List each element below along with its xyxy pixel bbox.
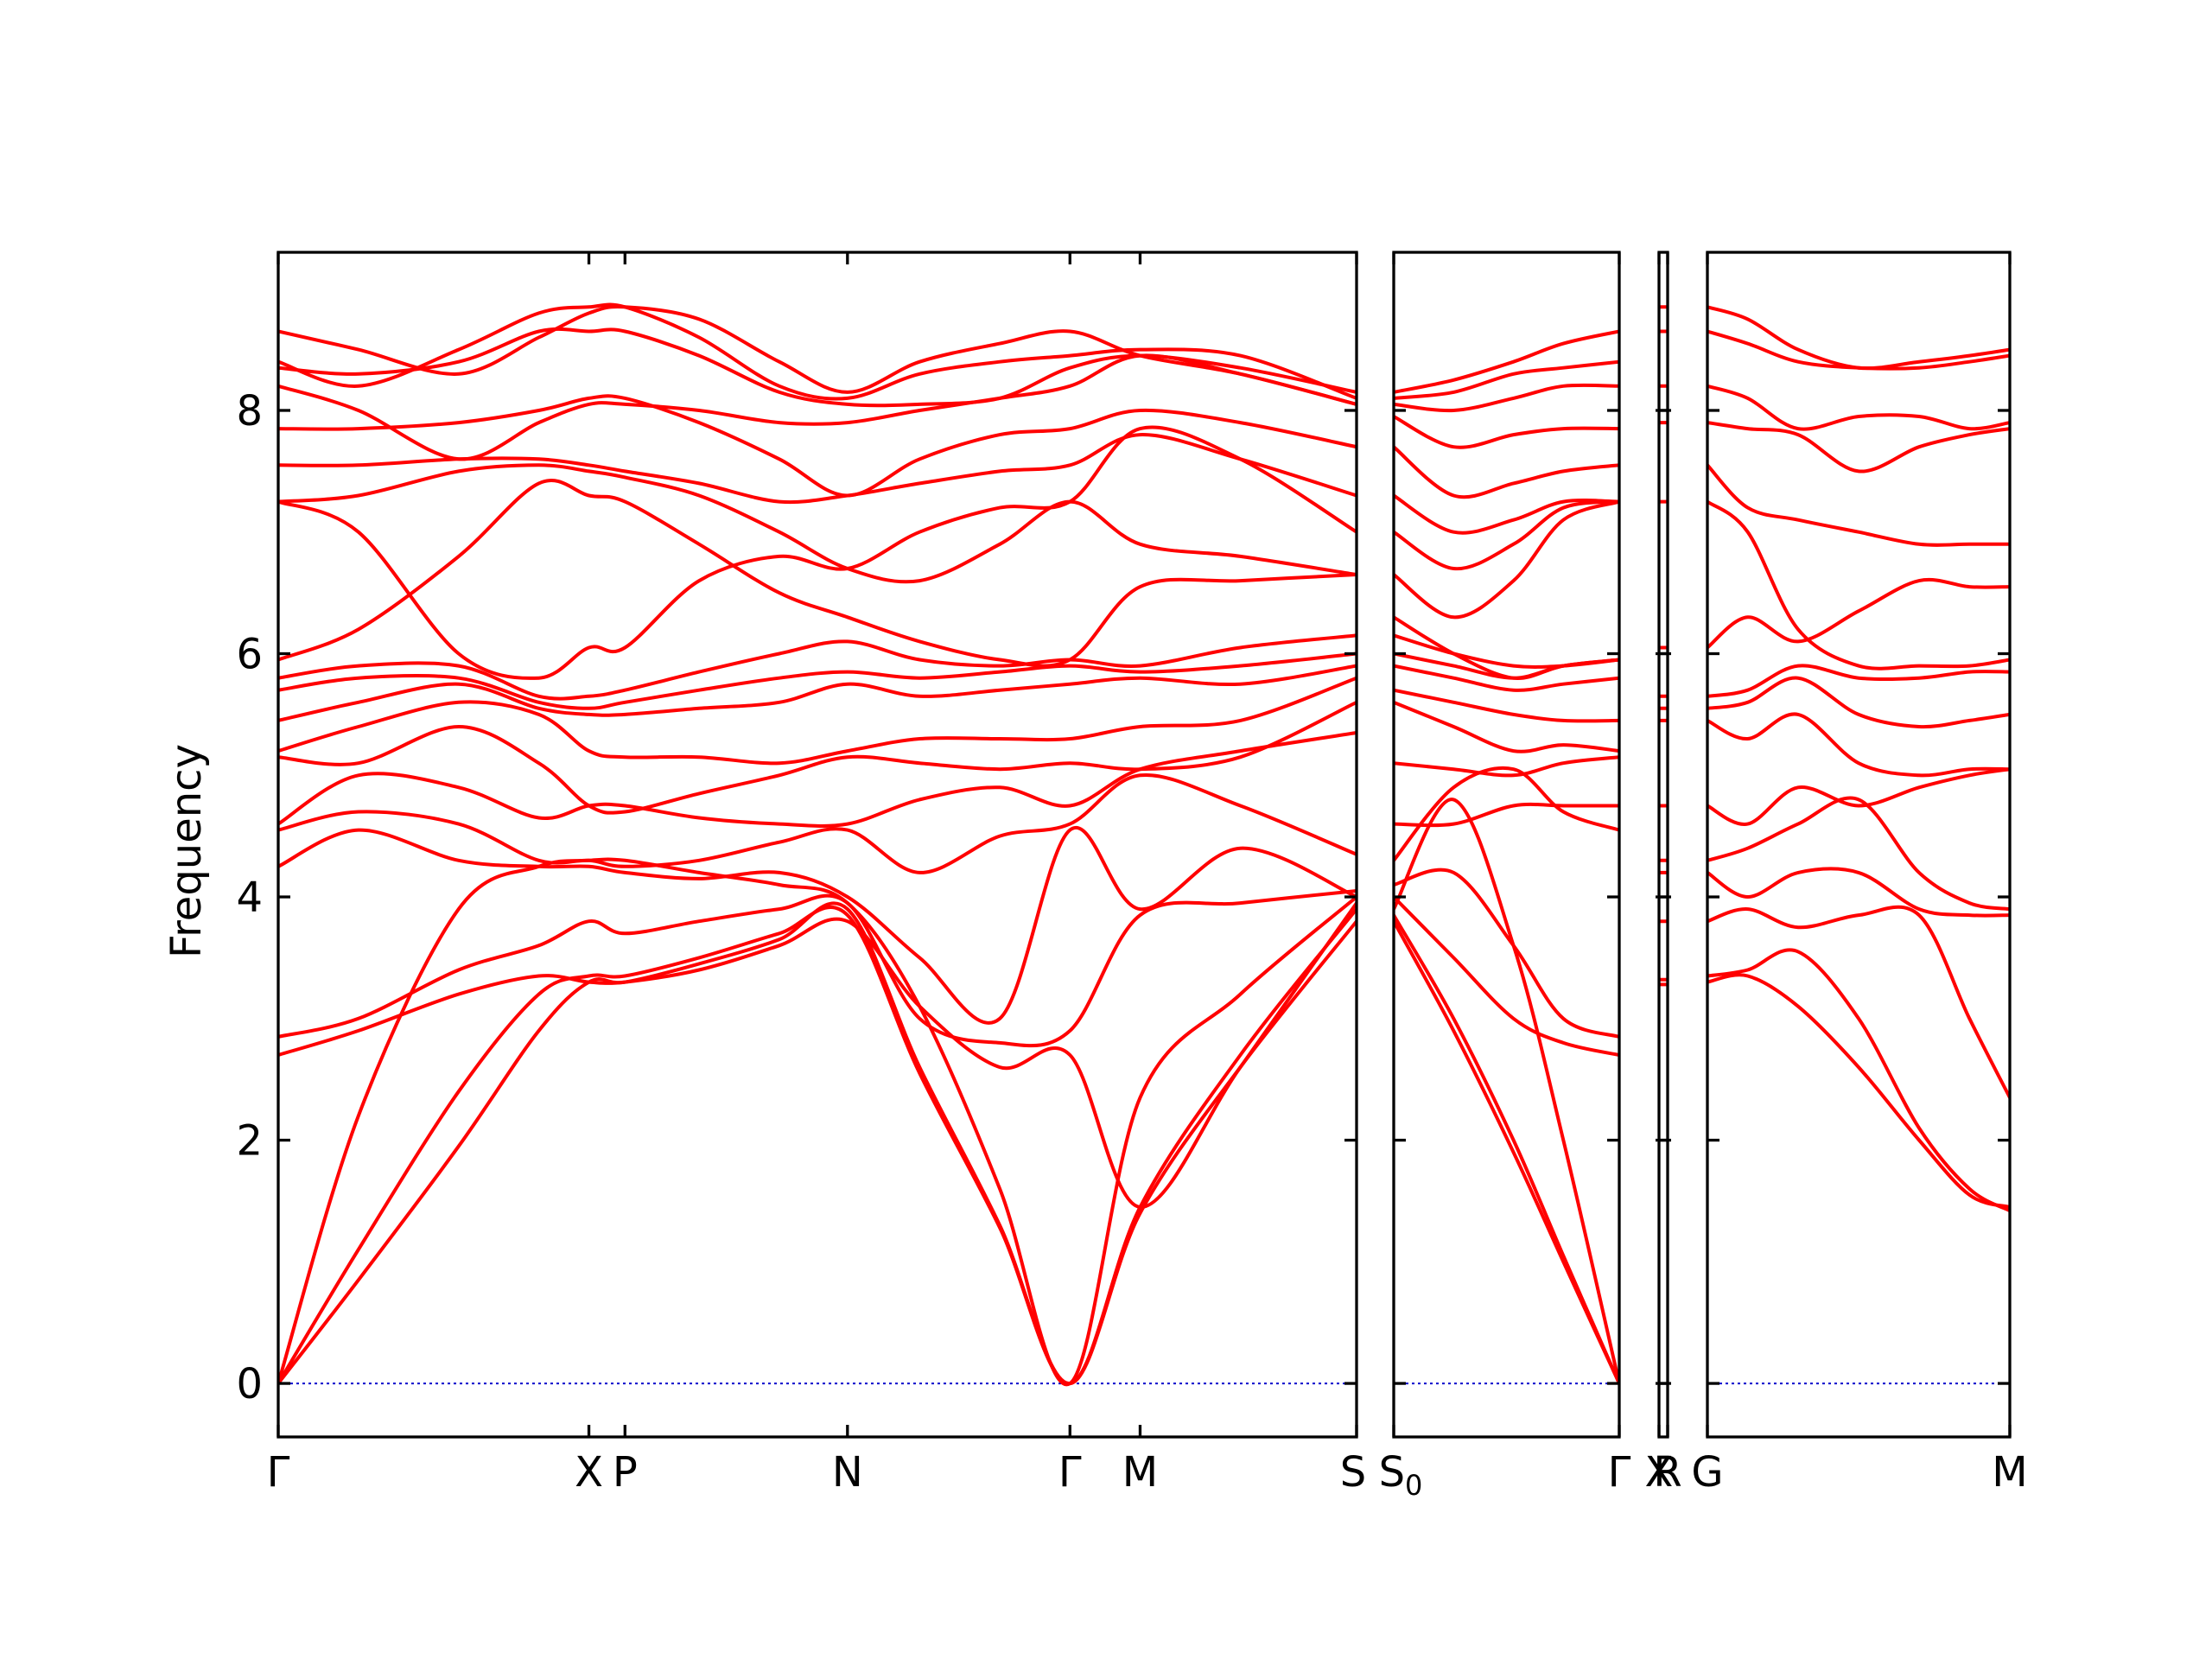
k-point-label: R <box>1653 1448 1681 1497</box>
band-10 <box>1394 688 1619 723</box>
band-12 <box>278 652 1357 710</box>
band-2 <box>1394 913 1619 1386</box>
band-18 <box>278 394 1357 498</box>
band-8 <box>1707 676 2010 729</box>
band-6 <box>1707 767 2010 826</box>
band-1 <box>1394 919 1619 1386</box>
band-15 <box>1394 499 1619 620</box>
band-2 <box>1707 948 2010 1213</box>
k-point-label: X <box>575 1448 603 1497</box>
band-4 <box>1707 867 2010 918</box>
band-13 <box>1707 421 2010 474</box>
k-point-label: Γ <box>1058 1448 1082 1497</box>
band-3 <box>1394 798 1619 1386</box>
y-tick-label: 6 <box>236 631 263 679</box>
band-group <box>1707 305 2010 1213</box>
band-17 <box>278 433 1357 505</box>
k-point-label: X <box>1645 1448 1674 1497</box>
band-9 <box>1707 664 2010 698</box>
band-7 <box>278 772 1357 874</box>
band-3 <box>1707 905 2010 1100</box>
band-15 <box>278 463 1357 584</box>
band-group <box>1659 305 1668 987</box>
band-11 <box>278 664 1357 722</box>
band-12 <box>1707 463 2010 547</box>
band-10 <box>1707 578 2010 650</box>
band-5 <box>1707 796 2010 912</box>
k-point-label: P <box>613 1448 638 1497</box>
y-axis-label: Frequency <box>162 744 211 958</box>
y-tick-label: 4 <box>236 874 263 922</box>
band-10 <box>278 676 1357 766</box>
band-21 <box>1394 359 1619 400</box>
band-group <box>1394 329 1619 1386</box>
band-group <box>278 302 1357 1387</box>
band-4 <box>278 901 1357 1210</box>
band-6 <box>278 826 1357 1025</box>
band-19 <box>1394 415 1619 449</box>
k-point-label: M <box>1992 1448 2027 1497</box>
band-9 <box>278 700 1357 815</box>
band-7 <box>1394 802 1619 828</box>
k-point-label: M <box>1122 1448 1158 1497</box>
y-tick-label: 2 <box>236 1117 263 1166</box>
band-11 <box>1394 664 1619 692</box>
k-point-label: S <box>1340 1448 1366 1497</box>
panel-3: XR <box>1645 251 1682 1497</box>
k-point-label: S0 <box>1379 1448 1423 1502</box>
band-13 <box>278 633 1357 701</box>
band-4 <box>1394 895 1619 1057</box>
k-point-label: N <box>832 1448 863 1497</box>
band-18 <box>1394 445 1619 499</box>
band-7 <box>1707 712 2010 778</box>
band-8 <box>1394 755 1619 778</box>
band-16 <box>278 425 1357 680</box>
y-tick-label: 8 <box>236 387 263 435</box>
band-20 <box>1394 383 1619 413</box>
panel-frame <box>1706 251 2012 1439</box>
band-6 <box>1394 766 1619 862</box>
band-11 <box>1707 499 2010 671</box>
band-16 <box>1707 305 2010 371</box>
k-point-label: Γ <box>267 1448 290 1497</box>
band-1 <box>278 901 1357 1386</box>
k-point-label: Γ <box>1608 1448 1631 1497</box>
panel-frame <box>276 251 1358 1439</box>
band-21 <box>278 302 1357 401</box>
band-8 <box>278 731 1357 828</box>
panel-frame <box>1392 251 1621 1439</box>
band-14 <box>1707 384 2010 431</box>
band-14 <box>278 479 1357 668</box>
band-9 <box>1394 700 1619 753</box>
band-5 <box>278 889 1357 1048</box>
k-point-label: G <box>1691 1448 1723 1497</box>
band-5 <box>1394 868 1619 1039</box>
band-14 <box>1394 615 1619 680</box>
band-1 <box>1707 973 2010 1209</box>
band-22 <box>278 305 1357 406</box>
band-16 <box>1394 499 1619 571</box>
band-22 <box>1394 329 1619 394</box>
band-15 <box>1707 329 2010 371</box>
band-17 <box>1394 493 1619 535</box>
panel-frame <box>1657 251 1669 1439</box>
panel-2: S0 Γ <box>1379 251 1631 1502</box>
y-tick-label: 0 <box>236 1360 263 1408</box>
